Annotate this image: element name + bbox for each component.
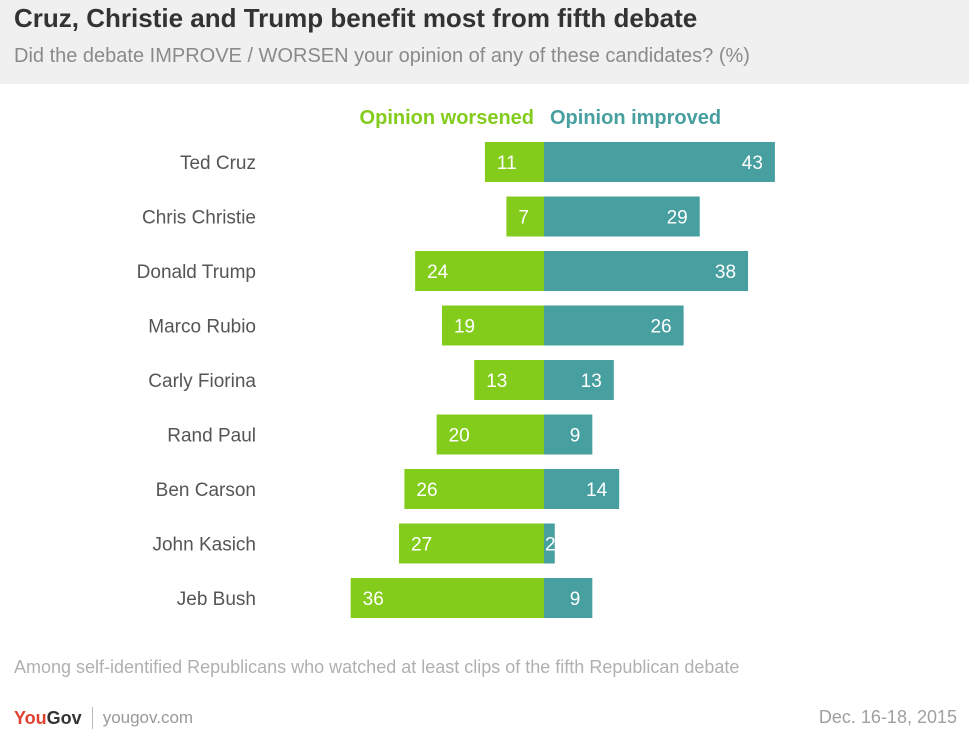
category-label: Ben Carson (156, 480, 256, 501)
bar-worsened (441, 305, 544, 346)
value-label-improved: 2 (545, 535, 556, 556)
category-label: Carly Fiorina (148, 371, 256, 392)
bar-improved (544, 142, 775, 182)
bar-improved (544, 414, 593, 455)
legend-improved: Opinion improved (550, 107, 722, 129)
brand-url[interactable]: yougov.com (102, 708, 194, 727)
footer-brand: YouGov yougov.com (14, 705, 193, 731)
bar-worsened (404, 469, 544, 509)
value-label-improved: 38 (715, 262, 736, 283)
bar-improved (544, 578, 593, 618)
logo-gov: Gov (46, 707, 82, 728)
bar-worsened (350, 578, 544, 618)
value-label-worsened: 26 (416, 480, 437, 501)
category-label: Jeb Bush (177, 589, 256, 610)
bar-improved (544, 196, 700, 237)
bar-worsened (484, 142, 544, 182)
bar-worsened (436, 414, 544, 455)
logo-you: You (14, 707, 47, 728)
category-label: Ted Cruz (180, 153, 256, 174)
value-label-improved: 26 (650, 317, 671, 338)
bar-worsened (399, 523, 544, 564)
value-label-worsened: 13 (486, 371, 507, 392)
category-label: Rand Paul (167, 426, 256, 447)
header-band: Cruz, Christie and Trump benefit most fr… (0, 0, 969, 84)
yougov-logo[interactable]: YouGov (14, 708, 82, 729)
value-label-worsened: 24 (427, 262, 449, 283)
bar-improved (544, 360, 614, 400)
value-label-worsened: 27 (411, 535, 432, 556)
value-label-worsened: 11 (497, 153, 517, 174)
chart-title: Cruz, Christie and Trump benefit most fr… (14, 3, 698, 33)
bar-improved (544, 523, 555, 564)
bar-improved (544, 305, 684, 346)
value-label-improved: 9 (570, 426, 581, 447)
category-label: John Kasich (152, 535, 256, 556)
bar-worsened (506, 196, 544, 237)
bar-improved (544, 251, 749, 291)
bar-improved (544, 469, 620, 509)
legend-worsened: Opinion worsened (359, 107, 534, 129)
survey-date: Dec. 16-18, 2015 (818, 707, 957, 727)
bar-worsened (474, 360, 544, 400)
category-label: Donald Trump (137, 262, 256, 283)
category-label: Marco Rubio (148, 317, 256, 338)
category-label: Chris Christie (142, 208, 256, 229)
chart-subtitle: Did the debate IMPROVE / WORSEN your opi… (14, 45, 750, 67)
brand-divider (91, 707, 93, 729)
value-label-improved: 29 (667, 208, 688, 229)
value-label-improved: 13 (581, 371, 602, 392)
value-label-improved: 9 (570, 589, 581, 610)
footnote: Among self-identified Republicans who wa… (14, 657, 740, 677)
value-label-improved: 43 (742, 153, 763, 174)
bar-worsened (415, 251, 544, 291)
value-label-improved: 14 (586, 480, 608, 501)
value-label-worsened: 20 (449, 426, 470, 447)
value-label-worsened: 19 (454, 317, 475, 338)
value-label-worsened: 7 (518, 208, 529, 229)
value-label-worsened: 36 (363, 589, 384, 610)
